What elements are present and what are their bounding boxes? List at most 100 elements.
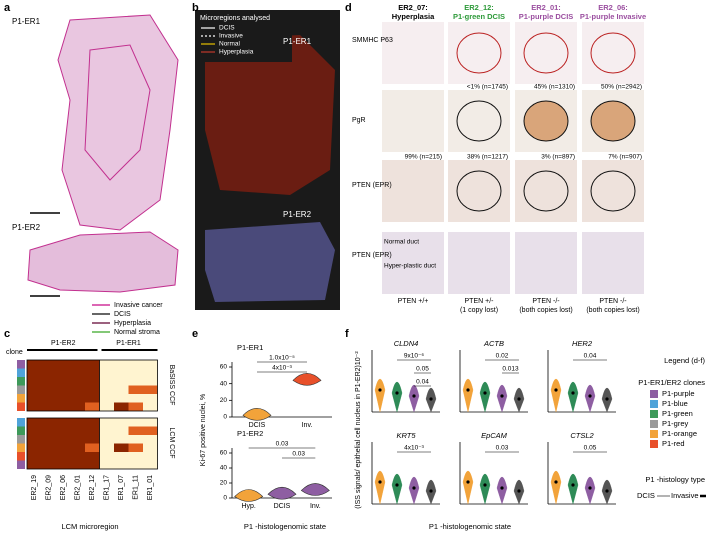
- clone-swatch: [17, 460, 25, 469]
- heat-cell: [27, 418, 42, 427]
- heat-cell: [70, 402, 85, 411]
- heat-cell: [99, 443, 114, 452]
- median-dot: [466, 480, 470, 484]
- ihc-images: [382, 22, 644, 294]
- legend-swatch: [650, 440, 658, 448]
- heat-cell: [70, 360, 85, 369]
- legend-label: Hyperplasia: [219, 49, 254, 56]
- violin: [391, 473, 403, 505]
- row-label: PTEN (EPR): [352, 182, 392, 189]
- ihc-image: [515, 22, 577, 84]
- axis-label: (ISS signals/ epithelial cell nucleus in…: [355, 351, 362, 509]
- legend-label: P1-orange: [662, 429, 697, 438]
- p-value: 0.05: [584, 445, 597, 452]
- p-value: 0.04: [416, 379, 429, 386]
- legend-swatch: [650, 430, 658, 438]
- median-dot: [378, 480, 382, 484]
- count-label: 7% (n=907): [608, 154, 642, 161]
- violin: [479, 473, 491, 505]
- sample-title: P1-ER2: [283, 210, 312, 219]
- heat-cell: [128, 452, 143, 461]
- p-value: 0.03: [496, 445, 509, 452]
- violin: [300, 483, 330, 496]
- violin: [479, 381, 491, 413]
- legend-label: DCIS: [114, 311, 131, 318]
- p-value: 0.02: [496, 353, 509, 360]
- column-header: ER2_06:: [598, 3, 628, 12]
- heat-cell: [27, 394, 42, 403]
- violin: [584, 384, 596, 413]
- legend-label: DCIS: [219, 25, 235, 32]
- category-label: DCIS: [274, 503, 291, 510]
- heat-cell: [27, 452, 42, 461]
- heat-cell: [128, 426, 143, 435]
- violin: [462, 470, 474, 505]
- heat-cell: [41, 460, 56, 469]
- heat-cell: [70, 435, 85, 444]
- genotype-label: PTEN +/+: [398, 298, 429, 305]
- heat-cell: [70, 368, 85, 377]
- heat-cell: [56, 394, 71, 403]
- heat-cell: [128, 360, 143, 369]
- heat-cell: [114, 426, 129, 435]
- heat-cell: [56, 368, 71, 377]
- tick-label: 0: [223, 414, 227, 421]
- median-dot: [500, 394, 504, 398]
- clone-swatch: [17, 452, 25, 461]
- median-dot: [571, 391, 575, 395]
- clone-swatch: [17, 394, 25, 403]
- median-dot: [588, 486, 592, 490]
- heat-cell: [70, 443, 85, 452]
- legend-label: Invasive cancer: [114, 302, 163, 309]
- heat-cell: [70, 385, 85, 394]
- column-label: ER2_06: [60, 475, 67, 500]
- duct-outline: [590, 32, 636, 74]
- clone-swatch: [17, 443, 25, 452]
- column-label: ER2_01: [75, 475, 82, 500]
- clone-swatch: [17, 426, 25, 435]
- heat-cell: [128, 377, 143, 386]
- clone-swatch: [17, 360, 25, 369]
- p-value: 1.0x10⁻⁵: [269, 355, 295, 362]
- heat-cell: [56, 460, 71, 469]
- heat-cell: [128, 385, 143, 394]
- heat-cell: [56, 418, 71, 427]
- heat-cell: [27, 377, 42, 386]
- clone-swatch: [17, 385, 25, 394]
- p-value: 4x10⁻³: [404, 445, 425, 452]
- category-label: Inv.: [310, 503, 321, 510]
- heat-cell: [114, 435, 129, 444]
- genotype-label: PTEN -/-: [599, 298, 627, 305]
- median-dot: [571, 483, 575, 487]
- violin: [567, 381, 579, 413]
- legend-title: P1 -histology type: [645, 475, 705, 484]
- heat-cell: [56, 377, 71, 386]
- column-header: P1-purple Invasive: [580, 12, 646, 21]
- heat-frame: [26, 359, 158, 412]
- category-label: Inv.: [302, 422, 313, 429]
- heat-cell: [143, 426, 158, 435]
- duct-label: Hyper-plastic duct: [384, 263, 436, 270]
- heat-cell: [41, 368, 56, 377]
- heat-cell: [85, 377, 100, 386]
- count-label: 99% (n=215): [405, 154, 442, 161]
- tick-label: 20: [220, 397, 228, 404]
- violin: [550, 470, 562, 505]
- violin: [496, 384, 508, 413]
- column-label: ER2_09: [46, 475, 53, 500]
- duct-outline: [456, 100, 502, 142]
- violin: [374, 378, 386, 413]
- legend-label: Hyperplasia: [114, 320, 151, 327]
- ihc-image: [382, 232, 444, 294]
- heat-cell: [41, 443, 56, 452]
- ihc-image: [448, 232, 510, 294]
- heat-cell: [128, 435, 143, 444]
- heat-cell: [85, 435, 100, 444]
- heat-cell: [56, 435, 71, 444]
- block-label: BaSISS CCF: [168, 365, 175, 406]
- column-label: ER1_01: [147, 475, 154, 500]
- heat-cell: [99, 385, 114, 394]
- ihc-image: [382, 90, 444, 152]
- panel-label: c: [4, 328, 10, 340]
- heat-cell: [128, 418, 143, 427]
